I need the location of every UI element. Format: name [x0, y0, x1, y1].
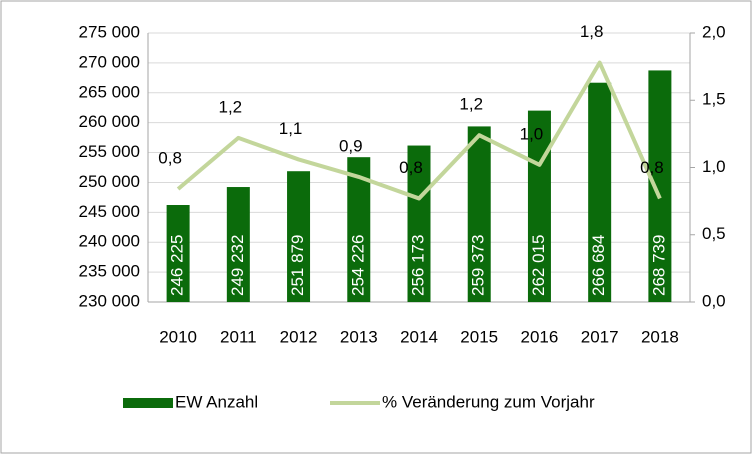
x-tick-label: 2012: [280, 327, 318, 346]
y-tick-label: 235 000: [79, 262, 140, 281]
x-tick-label: 2014: [400, 327, 438, 346]
line-value-label: 1,8: [580, 22, 604, 41]
bar: [287, 171, 311, 302]
line-value-label: 1,2: [219, 97, 243, 116]
line-value-label: 0,9: [339, 136, 363, 155]
x-tick-label: 2018: [641, 327, 679, 346]
x-tick-label: 2016: [521, 327, 559, 346]
bar-value-label: 249 232: [228, 235, 247, 296]
bar-value-label: 266 684: [589, 235, 608, 296]
bar-value-label: 246 225: [168, 235, 187, 296]
x-tick-label: 2013: [340, 327, 378, 346]
x-tick-label: 2017: [581, 327, 619, 346]
y2-tick-label: 1,5: [702, 90, 726, 109]
y-tick-label: 230 000: [79, 291, 140, 310]
y-tick-label: 275 000: [79, 22, 140, 41]
line-value-label: 1,1: [279, 119, 303, 138]
y2-tick-label: 0,5: [702, 224, 726, 243]
bar-value-label: 259 373: [469, 235, 488, 296]
y2-tick-label: 1,0: [702, 157, 726, 176]
bar: [588, 82, 612, 302]
legend-swatch: [123, 398, 173, 408]
x-tick-label: 2015: [460, 327, 498, 346]
y-tick-label: 245 000: [79, 202, 140, 221]
y2-tick-label: 0,0: [702, 291, 726, 310]
bar: [467, 126, 491, 302]
line-value-label: 0,8: [399, 158, 423, 177]
bar: [166, 205, 190, 302]
legend-label: % Veränderung zum Vorjahr: [382, 392, 595, 411]
x-tick-label: 2010: [159, 327, 197, 346]
bar-value-label: 256 173: [408, 235, 427, 296]
bar: [407, 145, 431, 302]
line-value-label: 0,8: [158, 149, 182, 168]
line-value-label: 1,0: [520, 124, 544, 143]
y-tick-label: 255 000: [79, 142, 140, 161]
y-tick-label: 240 000: [79, 232, 140, 251]
y2-tick-label: 2,0: [702, 22, 726, 41]
bar-value-label: 268 739: [649, 235, 668, 296]
y-tick-label: 260 000: [79, 112, 140, 131]
line-value-label: 0,8: [640, 158, 664, 177]
bar: [648, 70, 672, 302]
bar-value-label: 262 015: [529, 235, 548, 296]
x-tick-label: 2011: [220, 327, 257, 346]
bar: [347, 157, 371, 302]
bar-value-label: 251 879: [288, 235, 307, 296]
y-tick-label: 270 000: [79, 52, 140, 71]
bar-value-label: 254 226: [348, 235, 367, 296]
line: [176, 60, 662, 201]
legend-label: EW Anzahl: [175, 392, 258, 411]
line-value-label: 1,2: [459, 95, 483, 114]
bar: [226, 187, 250, 302]
y-tick-label: 265 000: [79, 82, 140, 101]
y-tick-label: 250 000: [79, 172, 140, 191]
